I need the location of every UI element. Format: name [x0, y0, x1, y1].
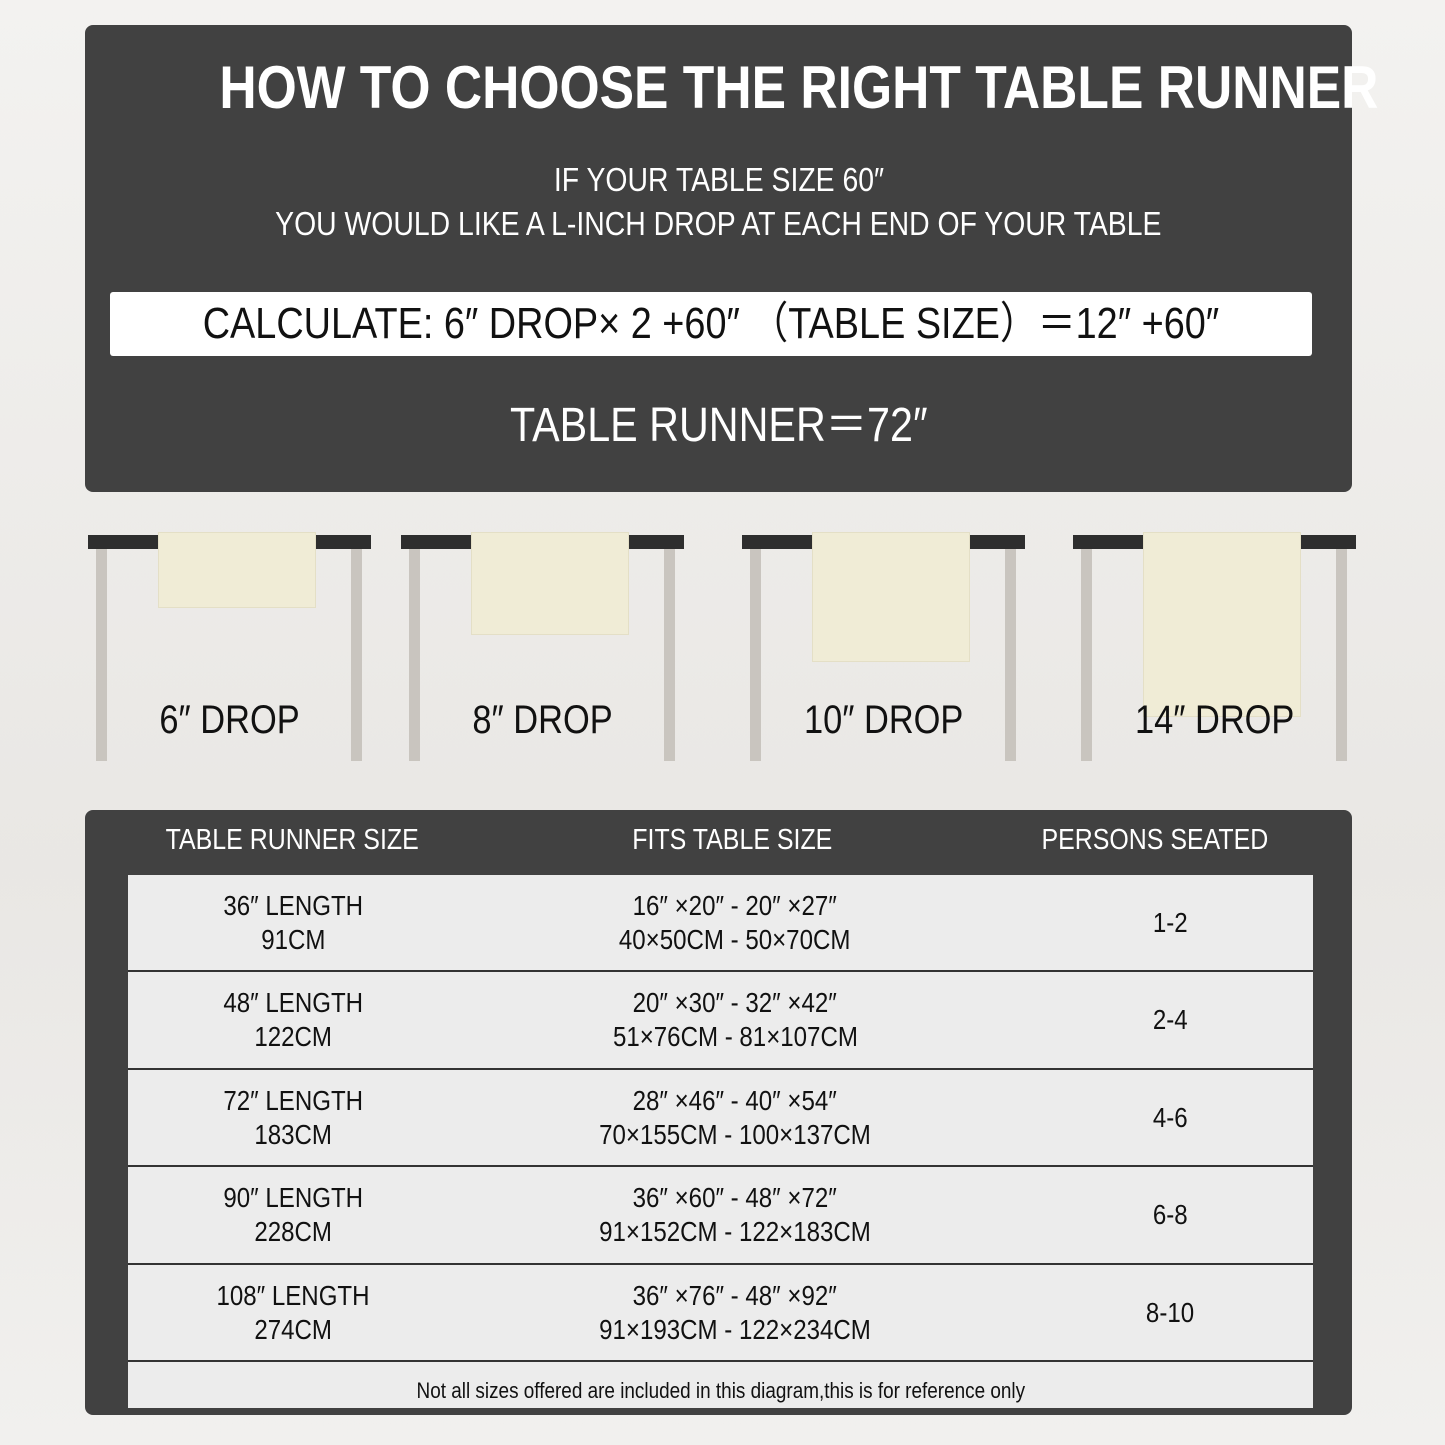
- drop-label: 10″ DROP: [803, 698, 964, 742]
- table-top-left: [1073, 535, 1143, 549]
- table-row: 36″ LENGTH 91CM 16″ ×20″ - 20″ ×27″ 40×50C…: [128, 875, 1313, 972]
- header-persons: PERSONS SEATED: [1041, 824, 1269, 856]
- result-text: TABLE RUNNER＝72″: [509, 399, 928, 452]
- table-top-right: [1286, 535, 1356, 549]
- instruction-line-1: IF YOUR TABLE SIZE 60″: [553, 161, 884, 198]
- persons-cell: 2-4: [1152, 1004, 1188, 1035]
- calculation-panel: HOW TO CHOOSE THE RIGHT TABLE RUNNER IF …: [85, 25, 1379, 492]
- table-row: 48″ LENGTH 122CM 20″ ×30″ - 32″ ×42″ 51×76…: [128, 973, 1313, 1070]
- persons-cell: 4-6: [1152, 1101, 1188, 1133]
- runner-drop: [158, 532, 316, 608]
- fits-size-cell: 36″ ×76″ - 48″ ×92″ 91×193CM - 122×234CM: [599, 1279, 871, 1345]
- persons-cell: 6-8: [1152, 1199, 1188, 1230]
- table-top-right: [614, 535, 684, 549]
- table-row: 72″ LENGTH 183CM 28″ ×46″ - 40″ ×54″ 70×15…: [128, 1070, 1313, 1167]
- drop-diagram: 6″ DROP: [88, 532, 371, 762]
- table-leg: [1081, 549, 1092, 761]
- fits-size-cell: 28″ ×46″ - 40″ ×54″ 70×155CM - 100×137CM: [599, 1084, 871, 1150]
- table-row: 108″ LENGTH 274CM 36″ ×76″ - 48″ ×92″ 91×1…: [128, 1265, 1313, 1362]
- table-row: 90″ LENGTH 228CM 36″ ×60″ - 48″ ×72″ 91×15…: [128, 1168, 1313, 1265]
- footnote: Not all sizes offered are included in th…: [416, 1378, 1025, 1403]
- table-leg: [1005, 549, 1016, 761]
- runner-drop: [812, 532, 970, 663]
- table-leg: [351, 549, 362, 761]
- runner-size-cell: 48″ LENGTH 122CM: [223, 987, 363, 1052]
- runner-size-cell: 90″ LENGTH 228CM: [223, 1182, 363, 1247]
- drop-label: 14″ DROP: [1134, 698, 1295, 742]
- header-runner-size: TABLE RUNNER SIZE: [165, 824, 419, 856]
- table-top-right: [301, 535, 371, 549]
- runner-size-cell: 72″ LENGTH 183CM: [223, 1084, 363, 1150]
- runner-drop: [1143, 532, 1301, 717]
- table-leg: [750, 549, 761, 761]
- drop-diagram: 8″ DROP: [401, 532, 684, 762]
- drop-diagram: 10″ DROP: [742, 532, 1025, 762]
- drop-label: 6″ DROP: [159, 698, 300, 742]
- calculation-box: CALCULATE: 6″ DROP× 2 +60″ （TABLE SIZE）＝…: [110, 292, 1312, 356]
- fits-size-cell: 16″ ×20″ - 20″ ×27″ 40×50CM - 50×70CM: [619, 889, 851, 955]
- table-top-left: [742, 535, 812, 549]
- table-top-left: [401, 535, 471, 549]
- instruction-line-2: YOU WOULD LIKE A L-INCH DROP AT EACH END…: [275, 205, 1162, 242]
- drop-diagram: 14″ DROP: [1073, 532, 1356, 762]
- header-fits-table: FITS TABLE SIZE: [631, 824, 833, 856]
- table-leg: [409, 549, 420, 761]
- runner-size-cell: 108″ LENGTH 274CM: [216, 1279, 370, 1345]
- table-top-left: [88, 535, 158, 549]
- table-top-right: [955, 535, 1025, 549]
- table-leg: [1336, 549, 1347, 761]
- size-table: TABLE RUNNER SIZE FITS TABLE SIZE PERSON…: [85, 810, 1352, 1415]
- persons-cell: 1-2: [1152, 906, 1188, 938]
- persons-cell: 8-10: [1145, 1296, 1195, 1328]
- table-leg: [664, 549, 675, 761]
- table-body: 36″ LENGTH 91CM 16″ ×20″ - 20″ ×27″ 40×50C…: [128, 875, 1313, 1408]
- drop-label: 8″ DROP: [472, 698, 613, 742]
- runner-size-cell: 36″ LENGTH 91CM: [223, 889, 363, 955]
- runner-drop: [471, 532, 629, 636]
- table-leg: [96, 549, 107, 761]
- fits-size-cell: 36″ ×60″ - 48″ ×72″ 91×152CM - 122×183CM: [599, 1182, 871, 1247]
- fits-size-cell: 20″ ×30″ - 32″ ×42″ 51×76CM - 81×107CM: [612, 987, 858, 1052]
- page-title: HOW TO CHOOSE THE RIGHT TABLE RUNNER: [219, 54, 1379, 121]
